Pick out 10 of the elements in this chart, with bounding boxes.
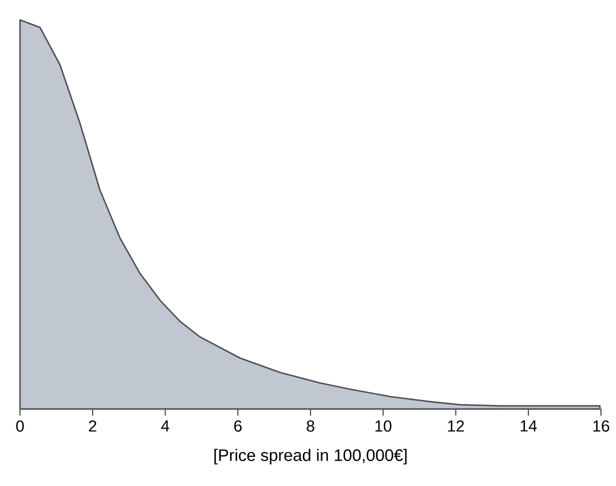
x-tick-label: 0 [16,420,24,432]
x-tick-label: 14 [520,420,537,432]
x-tick-label: 4 [161,420,170,432]
x-tick-label: 16 [593,420,610,432]
x-tick-label: 8 [306,420,314,432]
x-tick-label: 10 [375,420,392,432]
x-tick-label: 12 [448,420,464,432]
x-tick-label: 6 [234,420,242,432]
x-axis-title: [Price spread in 100,000€] [214,448,407,464]
x-tick-label: 2 [88,420,96,432]
